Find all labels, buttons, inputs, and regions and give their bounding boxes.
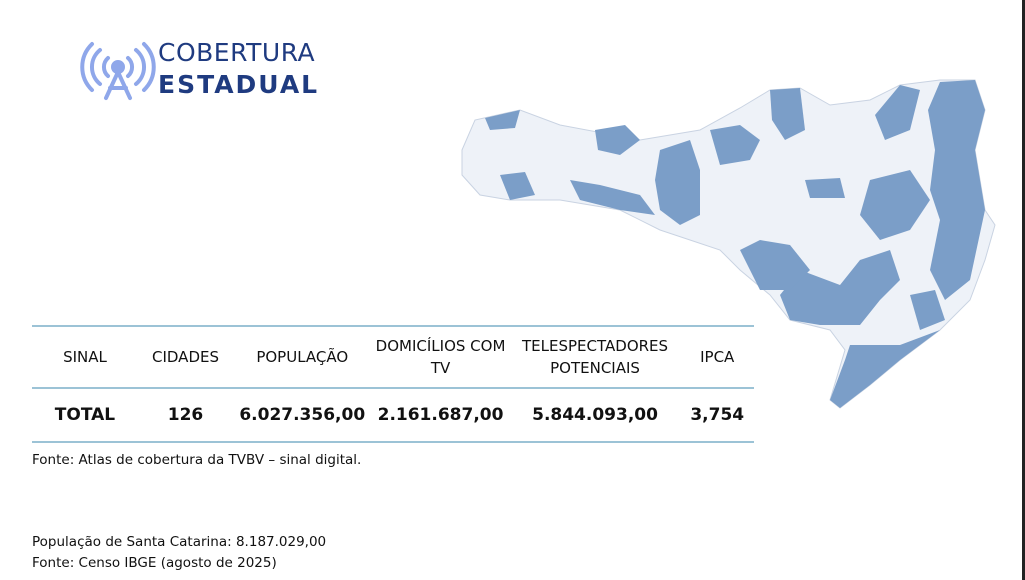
note: Fonte: Censo IBGE (agosto de 2025) <box>32 555 277 571</box>
source-note: Fonte: Atlas de cobertura da TVBV – sina… <box>32 452 362 468</box>
column-header: IPCA <box>680 325 754 389</box>
cell: 3,754 <box>680 388 754 443</box>
cell: 5.844.093,00 <box>509 388 681 443</box>
cell: 6.027.356,00 <box>233 388 372 443</box>
column-header: CIDADES <box>137 325 234 389</box>
coverage-table: SINAL CIDADES POPULAÇÃO DOMICÍLIOS COM T… <box>32 325 754 443</box>
column-header: POPULAÇÃO <box>233 325 372 389</box>
cell: TOTAL <box>32 388 138 443</box>
cell: 126 <box>137 388 234 443</box>
antenna-icon <box>80 42 156 100</box>
title-line: ESTADUAL <box>158 70 320 99</box>
title-line: COBERTURA <box>158 38 316 67</box>
cell: 2.161.687,00 <box>371 388 510 443</box>
state-map <box>461 79 996 409</box>
column-header: DOMICÍLIOS COM TV <box>371 325 510 389</box>
column-header: TELESPECTADORES POTENCIAIS <box>509 325 681 389</box>
column-header: SINAL <box>32 325 138 389</box>
note: População de Santa Catarina: 8.187.029,0… <box>32 534 327 550</box>
